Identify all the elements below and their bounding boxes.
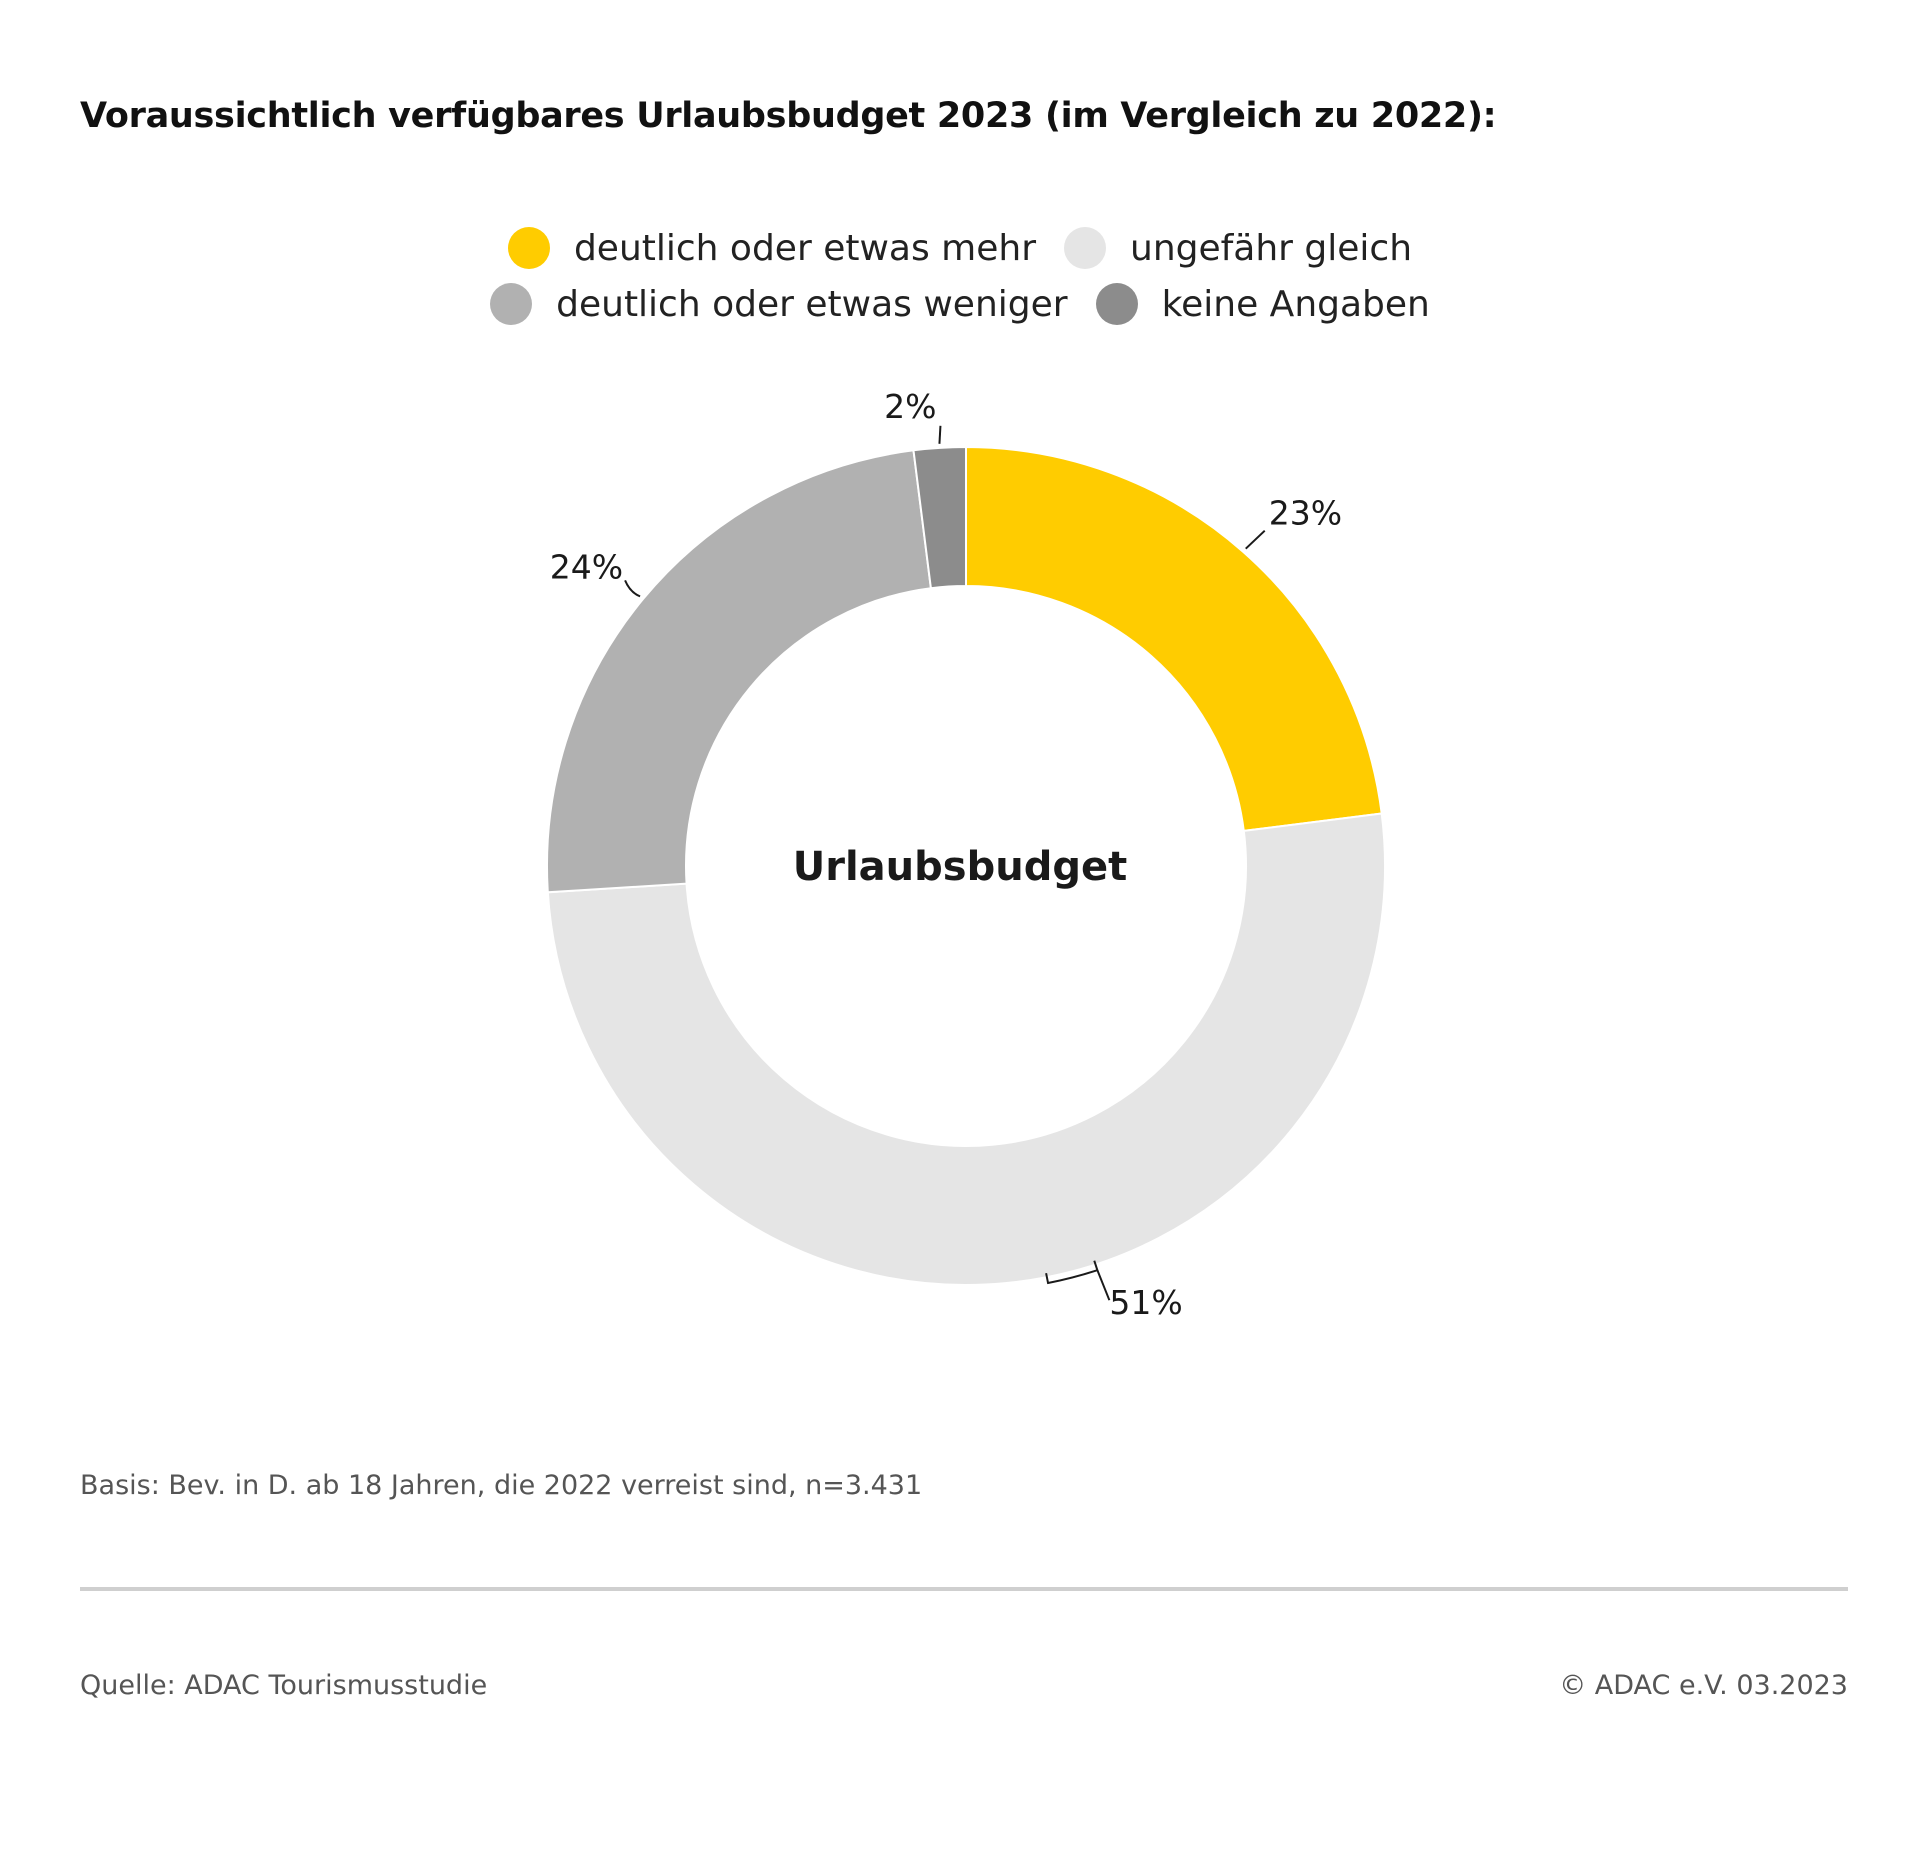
legend-label-keine-angaben: keine Angaben [1161,283,1430,325]
legend-item-weniger: deutlich oder etwas weniger [490,282,1068,326]
legend-label-mehr: deutlich oder etwas mehr [573,227,1036,269]
legend-item-gleich: ungefähr gleich [1064,226,1412,270]
label-leader-lines [624,425,1266,1301]
legend-item-mehr: deutlich oder etwas mehr [507,226,1036,270]
legend: deutlich oder etwas mehr ungefähr gleich… [0,226,1920,326]
leader-weniger [624,579,641,598]
leader-gleich [1096,1269,1111,1301]
slice-keine-angaben [912,445,967,590]
center-label: Urlaubsbudget [793,844,1127,890]
slice-gleich [546,812,1386,1286]
chart-title: Voraussichtlich verfügbares Urlaubsbudge… [80,96,1497,136]
footer-divider [80,1587,1848,1591]
legend-swatch-gleich [1064,227,1106,269]
data-label-keine-angaben: 2% [884,387,936,426]
leader-keine-angaben [938,425,942,444]
slice-weniger [546,449,933,894]
data-label-weniger: 24% [550,547,623,586]
legend-label-weniger: deutlich oder etwas weniger [556,283,1068,325]
legend-label-gleich: ungefähr gleich [1130,227,1413,269]
legend-swatch-keine-angaben [1095,283,1138,325]
slice-mehr [965,445,1383,833]
data-labels: 23% 51% 24% 2% [550,387,1342,1322]
leader-mehr [1245,529,1266,550]
data-label-mehr: 23% [1269,494,1342,533]
data-label-gleich: 51% [1109,1283,1182,1322]
donut-slices [546,445,1386,1286]
legend-swatch-weniger [490,283,533,325]
legend-swatch-mehr [507,227,550,269]
basis-note: Basis: Bev. in D. ab 18 Jahren, die 2022… [80,1470,923,1501]
source-note: Quelle: ADAC Tourismusstudie [80,1670,488,1701]
copyright-note: © ADAC e.V. 03.2023 [1559,1670,1848,1701]
legend-item-keine-angaben: keine Angaben [1095,282,1430,326]
donut-chart: 23% 51% 24% 2% Urlaubsbudget [546,387,1386,1322]
